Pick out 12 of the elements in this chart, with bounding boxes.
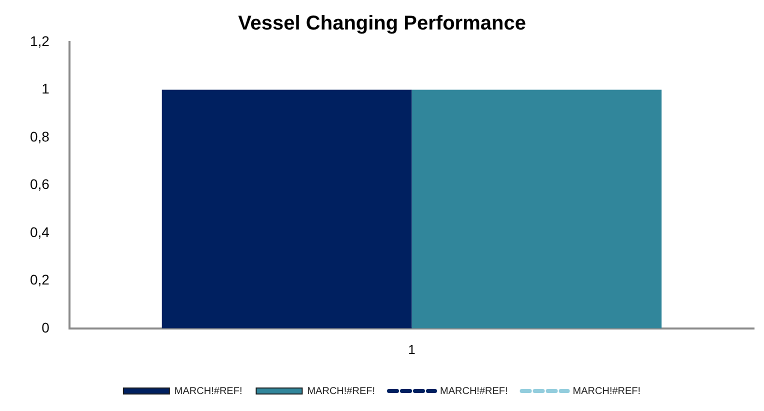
y-tick-label: 1	[42, 80, 50, 97]
legend-label: MARCH!#REF!	[572, 386, 641, 397]
legend-label: MARCH!#REF!	[307, 386, 376, 397]
y-tick-label: 1,2	[30, 32, 50, 49]
y-tick-label: 0,2	[30, 272, 50, 288]
chart-title: Vessel Changing Performance	[238, 12, 526, 35]
legend-label: MARCH!#REF!	[174, 386, 242, 397]
y-tick-label: 0	[42, 319, 50, 336]
y-tick-label: 0,4	[30, 224, 50, 240]
y-tick-label: 0,8	[30, 128, 50, 144]
legend-label: MARCH!#REF!	[440, 386, 508, 397]
y-tick-label: 0,6	[30, 176, 50, 192]
